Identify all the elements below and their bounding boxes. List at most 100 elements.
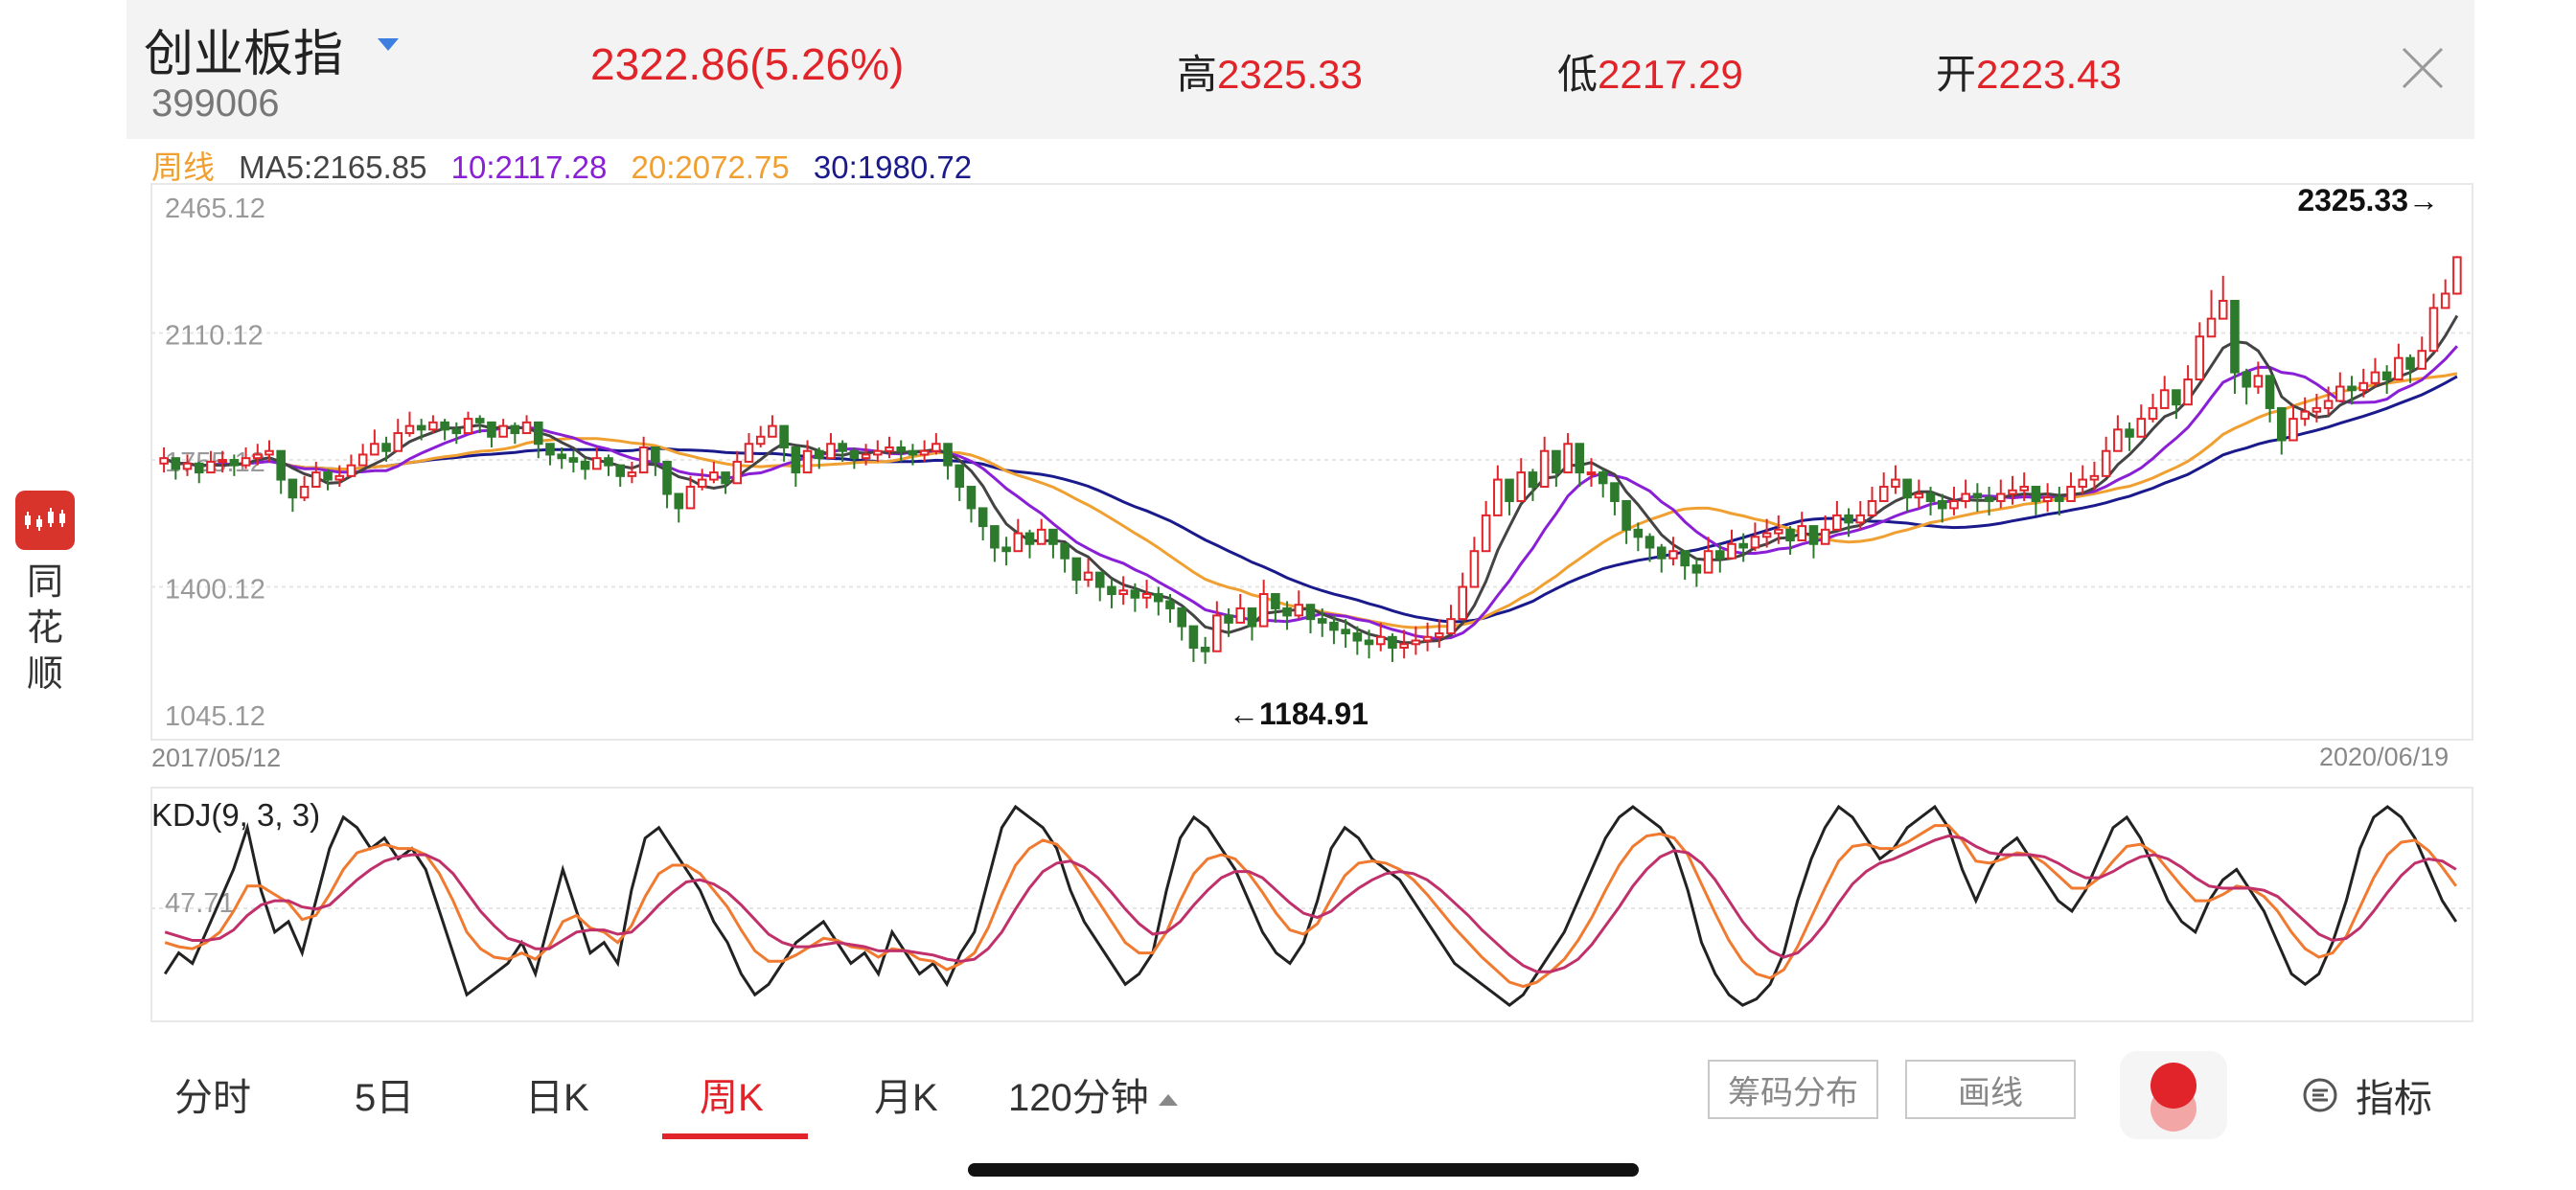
tab-120min-label[interactable]: 120分钟	[1008, 1077, 1149, 1119]
candle-down	[276, 449, 286, 481]
candle-up	[638, 446, 649, 474]
candle	[814, 446, 824, 469]
ma-legend: 周线 MA5:2165.85 10:2117.28 20:2072.75 30:…	[151, 142, 987, 188]
candle	[1294, 590, 1304, 620]
dropdown-caret-icon[interactable]	[378, 38, 399, 51]
candle-up	[218, 459, 227, 464]
candle-up	[428, 421, 438, 431]
candle-up	[1141, 593, 1152, 599]
candle-down	[1177, 606, 1186, 628]
candle-up	[1083, 571, 1093, 582]
candle-up	[1750, 536, 1760, 549]
tab-monthly-k[interactable]: 月K	[874, 1077, 938, 1119]
candle-up	[744, 443, 754, 463]
tab-weekly-k[interactable]: 周K	[700, 1077, 764, 1119]
candle	[2206, 289, 2217, 338]
candle	[2265, 375, 2275, 423]
candle-up	[404, 424, 415, 435]
candle	[2078, 465, 2088, 494]
candle	[1107, 580, 1116, 608]
candle	[1469, 537, 1480, 588]
indicator-label[interactable]: 指标	[2356, 1078, 2432, 1120]
candle	[218, 450, 227, 473]
candle-up	[1914, 492, 1924, 499]
tab-5day[interactable]: 5日	[355, 1077, 415, 1119]
candle	[638, 436, 649, 474]
candle-down	[2055, 496, 2064, 502]
home-indicator	[968, 1163, 1639, 1177]
candle	[966, 486, 977, 523]
candle-up	[2312, 406, 2322, 413]
candle	[2101, 436, 2111, 477]
tab-120min[interactable]: 120分钟	[1008, 1066, 1178, 1122]
chip-distribution-button[interactable]: 筹码分布	[1708, 1060, 1878, 1119]
ma10-label: 10:2117.28	[450, 149, 608, 185]
candle	[1528, 469, 1538, 501]
indicator-icon[interactable]	[2300, 1075, 2340, 1115]
last-price: 2322.86	[590, 39, 750, 89]
candle-down	[1644, 536, 1655, 549]
candle-down	[1844, 514, 1853, 524]
candle-up	[1774, 528, 1783, 535]
candle-up	[2078, 478, 2088, 489]
candle	[2394, 343, 2404, 381]
candle	[954, 464, 965, 501]
candle	[1481, 500, 1491, 553]
candle-up	[346, 464, 356, 477]
candle	[1552, 449, 1561, 488]
candle-up	[1481, 514, 1491, 553]
candle-up	[2370, 371, 2380, 384]
candle-down	[171, 457, 181, 470]
app-name[interactable]: 同花顺	[26, 562, 63, 695]
candle	[2335, 372, 2345, 402]
candle	[2300, 397, 2310, 426]
candle-down	[323, 471, 333, 481]
candle-up	[393, 432, 403, 452]
candle	[1878, 472, 1889, 502]
candle-up	[2206, 317, 2217, 338]
side-app-shortcut[interactable]: 同花顺	[15, 491, 75, 698]
candle	[1001, 537, 1011, 566]
kdj-chart[interactable]: KDJ(9, 3, 3) 47.71	[0, 786, 2576, 1025]
candle	[194, 461, 204, 484]
candle	[1867, 487, 1877, 516]
indicator-button[interactable]: 指标	[2300, 1067, 2432, 1123]
candle	[943, 443, 953, 480]
change-percent: (5.26%)	[749, 39, 905, 89]
close-icon[interactable]	[2401, 46, 2445, 90]
candle-up	[2089, 474, 2100, 481]
candle-up	[159, 457, 169, 465]
candle-up	[1399, 643, 1409, 649]
caret-up-icon[interactable]	[1158, 1094, 1178, 1107]
candle-up	[357, 453, 368, 467]
tab-daily-k[interactable]: 日K	[525, 1077, 589, 1119]
candle-up	[1235, 606, 1246, 624]
candle-up	[334, 474, 345, 481]
candle	[1714, 543, 1725, 573]
candle-down	[288, 478, 298, 499]
candle	[1177, 606, 1186, 641]
y-tick-label: 2110.12	[165, 321, 264, 352]
candle-up	[685, 486, 696, 510]
candle	[1411, 626, 1421, 655]
candle	[709, 461, 719, 484]
candle-up	[1878, 486, 1889, 502]
candle	[2113, 415, 2123, 452]
candle	[732, 450, 743, 485]
candle	[288, 478, 298, 513]
candle	[264, 440, 274, 462]
tab-timeshare[interactable]: 分时	[174, 1077, 251, 1119]
index-name[interactable]: 创业板指	[144, 27, 344, 82]
candlestick-app-icon[interactable]	[15, 491, 75, 550]
draw-line-button[interactable]: 画线	[1905, 1060, 2076, 1119]
candle	[557, 446, 566, 469]
candle	[2312, 393, 2322, 423]
candle	[2125, 422, 2134, 451]
candle-up	[627, 471, 637, 477]
candle-down	[229, 459, 240, 467]
candle-down	[2031, 486, 2041, 502]
candle	[1071, 557, 1082, 595]
record-button-icon[interactable]	[2120, 1051, 2227, 1139]
candle-up	[1118, 589, 1128, 596]
